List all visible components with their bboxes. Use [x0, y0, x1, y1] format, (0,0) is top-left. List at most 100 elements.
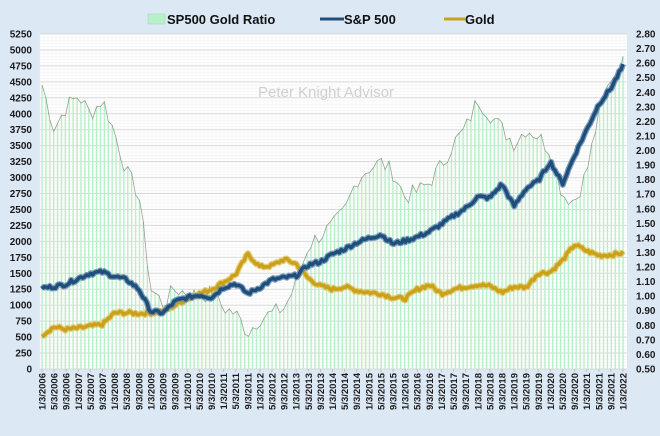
right-tick-label: 2.70	[636, 44, 656, 55]
x-tick-label: 5/3/2014	[340, 372, 351, 410]
right-tick-label: 0.70	[636, 335, 656, 346]
left-tick-label: 1000	[10, 301, 33, 312]
left-tick-label: 3000	[10, 173, 33, 184]
x-tick-label: 1/3/2021	[582, 372, 593, 410]
left-tick-label: 1750	[10, 253, 33, 264]
x-tick-label: 9/3/2007	[98, 373, 109, 410]
x-tick-label: 1/3/2018	[473, 373, 484, 410]
legend-label-ratio: SP500 Gold Ratio	[167, 12, 275, 27]
left-tick-label: 500	[15, 333, 32, 344]
x-tick-label: 5/3/2016	[413, 373, 424, 410]
right-tick-label: 1.40	[636, 233, 656, 244]
x-tick-label: 9/3/2016	[425, 373, 436, 410]
x-tick-label: 9/3/2020	[570, 373, 581, 410]
left-tick-label: 2750	[10, 189, 33, 200]
right-tick-label: 1.90	[636, 161, 656, 172]
right-tick-label: 1.00	[636, 292, 656, 303]
left-tick-label: 4750	[10, 61, 33, 72]
x-tick-label: 5/3/2012	[267, 373, 278, 410]
right-tick-label: 2.00	[636, 146, 656, 157]
right-tick-label: 1.10	[636, 277, 656, 288]
right-tick-label: 2.40	[636, 88, 656, 99]
x-tick-label: 5/3/2018	[485, 373, 496, 410]
x-tick-label: 5/3/2006	[50, 373, 61, 410]
right-tick-label: 1.50	[636, 219, 656, 230]
legend-item-gold[interactable]: Gold	[444, 12, 495, 27]
right-tick-label: 0.60	[636, 350, 656, 361]
left-tick-label: 4500	[10, 77, 33, 88]
x-tick-label: 9/3/2018	[497, 373, 508, 410]
right-tick-label: 1.30	[636, 248, 656, 259]
right-tick-label: 2.50	[636, 73, 656, 84]
x-tick-label: 1/3/2017	[437, 373, 448, 410]
left-tick-label: 2250	[10, 221, 33, 232]
right-tick-label: 2.60	[636, 59, 656, 70]
legend-label-sp500: S&P 500	[344, 12, 396, 27]
legend-symbol-ratio	[148, 14, 165, 24]
right-tick-label: 2.30	[636, 102, 656, 113]
x-tick-label: 9/3/2014	[352, 372, 363, 410]
legend-item-sp500[interactable]: S&P 500	[320, 12, 396, 27]
right-tick-label: 0.90	[636, 306, 656, 317]
legend-label-gold: Gold	[465, 12, 495, 27]
x-tick-label: 5/3/2010	[195, 373, 206, 410]
x-tick-label: 1/3/2006	[38, 373, 49, 410]
right-tick-label: 2.80	[636, 30, 656, 41]
left-tick-label: 4000	[10, 109, 33, 120]
right-tick-label: 0.80	[636, 321, 656, 332]
right-tick-label: 1.20	[636, 263, 656, 274]
x-tick-label: 9/3/2021	[606, 372, 617, 410]
x-tick-label: 9/3/2008	[134, 373, 145, 410]
x-tick-label: 9/3/2013	[316, 373, 327, 410]
x-tick-label: 1/3/2014	[328, 372, 339, 410]
x-tick-label: 5/3/2019	[522, 373, 533, 410]
left-tick-label: 2500	[10, 205, 33, 216]
right-tick-label: 1.80	[636, 175, 656, 186]
x-tick-label: 1/3/2015	[364, 372, 375, 410]
x-tick-label: 1/3/2010	[183, 373, 194, 410]
right-tick-label: 2.20	[636, 117, 656, 128]
x-tick-label: 5/3/2020	[558, 373, 569, 410]
right-tick-label: 0.50	[636, 365, 656, 376]
x-tick-label: 1/3/2008	[110, 373, 121, 410]
x-tick-label: 9/3/2015	[389, 372, 400, 410]
left-tick-label: 1250	[10, 285, 33, 296]
x-tick-label: 5/3/2007	[86, 373, 97, 410]
x-tick-label: 9/3/2017	[461, 373, 472, 410]
right-tick-label: 1.60	[636, 204, 656, 215]
left-tick-label: 3500	[10, 141, 33, 152]
left-tick-label: 5250	[10, 30, 33, 41]
left-tick-label: 3750	[10, 125, 33, 136]
left-tick-label: 3250	[10, 157, 33, 168]
x-tick-label: 5/3/2015	[376, 372, 387, 410]
x-tick-label: 5/3/2021	[594, 372, 605, 410]
x-tick-label: 9/3/2006	[62, 373, 73, 410]
x-tick-label: 1/3/2013	[292, 373, 303, 410]
x-tick-label: 5/3/2008	[122, 373, 133, 410]
left-tick-label: 2000	[10, 237, 33, 248]
x-tick-label: 9/3/2012	[280, 373, 291, 410]
x-tick-label: 5/3/2011	[231, 372, 242, 409]
right-axis-ticks: 0.50 0.60 0.70 0.80 0.90 1.00 1.10 1.20 1.30 1.40…	[636, 30, 656, 376]
watermark: Peter Knight Advisor	[258, 84, 394, 101]
x-tick-label: 5/3/2013	[304, 373, 315, 410]
x-tick-label: 5/3/2009	[159, 373, 170, 410]
legend-item-ratio[interactable]: SP500 Gold Ratio	[148, 12, 275, 27]
left-tick-label: 250	[15, 349, 32, 360]
right-tick-label: 2.10	[636, 131, 656, 142]
left-tick-label: 4250	[10, 93, 33, 104]
left-tick-label: 0	[26, 365, 32, 376]
x-tick-label: 1/3/2022	[619, 373, 630, 410]
x-tick-label: 9/3/2019	[534, 373, 545, 410]
x-tick-label: 9/3/2010	[207, 373, 218, 410]
legend: SP500 Gold Ratio S&P 500 Gold	[148, 12, 495, 27]
x-tick-label: 9/3/2011	[243, 372, 254, 409]
x-tick-label: 5/3/2017	[449, 373, 460, 410]
x-tick-label: 1/3/2019	[510, 373, 521, 410]
x-tick-label: 1/3/2009	[146, 373, 157, 410]
x-tick-label: 1/3/2011	[219, 372, 230, 409]
x-tick-label: 9/3/2009	[171, 373, 182, 410]
